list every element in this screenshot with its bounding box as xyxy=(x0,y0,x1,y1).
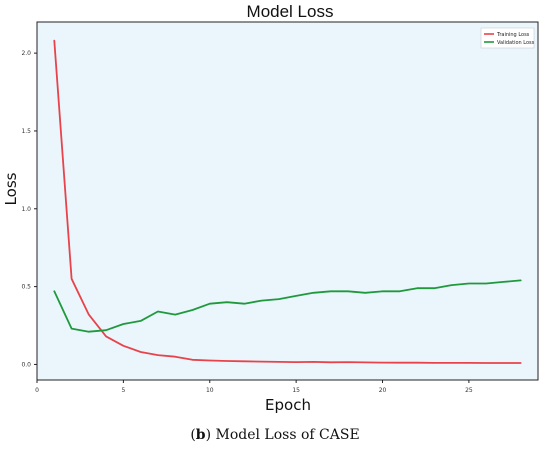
axis-ticks: 0 5 10 15 20 25 0.0 0.5 1.0 1.5 2.0 xyxy=(21,50,472,394)
caption-text: Model Loss of CASE xyxy=(211,427,360,443)
series-lines xyxy=(53,39,522,364)
x-tick-label: 10 xyxy=(206,387,214,394)
legend-entry-label: Training Loss xyxy=(496,32,530,38)
legend-box xyxy=(480,27,535,49)
x-tick-label: 0 xyxy=(35,387,39,394)
x-tick-label: 25 xyxy=(465,387,473,394)
chart-title: Model Loss xyxy=(247,2,334,21)
caption-label: b xyxy=(195,427,206,443)
x-tick-label: 5 xyxy=(121,387,125,394)
y-tick-label: 1.0 xyxy=(21,206,31,213)
x-tick-label: 20 xyxy=(379,387,387,394)
y-tick-label: 0.5 xyxy=(21,284,31,291)
legend: Training Loss Validation Loss xyxy=(480,27,535,49)
x-tick-label: 15 xyxy=(292,387,300,394)
y-tick-label: 2.0 xyxy=(21,50,31,57)
x-axis-label: Epoch xyxy=(265,396,311,414)
series-line-training-loss xyxy=(53,39,522,364)
figure-caption: (b) Model Loss of CASE xyxy=(190,427,360,443)
plot-area xyxy=(36,21,539,381)
y-tick-label: 0.0 xyxy=(21,361,31,368)
y-axis-label: Loss xyxy=(2,172,20,205)
y-tick-label: 1.5 xyxy=(21,128,31,135)
series-line-validation-loss xyxy=(53,279,522,333)
legend-entry-label: Validation Loss xyxy=(497,40,535,46)
